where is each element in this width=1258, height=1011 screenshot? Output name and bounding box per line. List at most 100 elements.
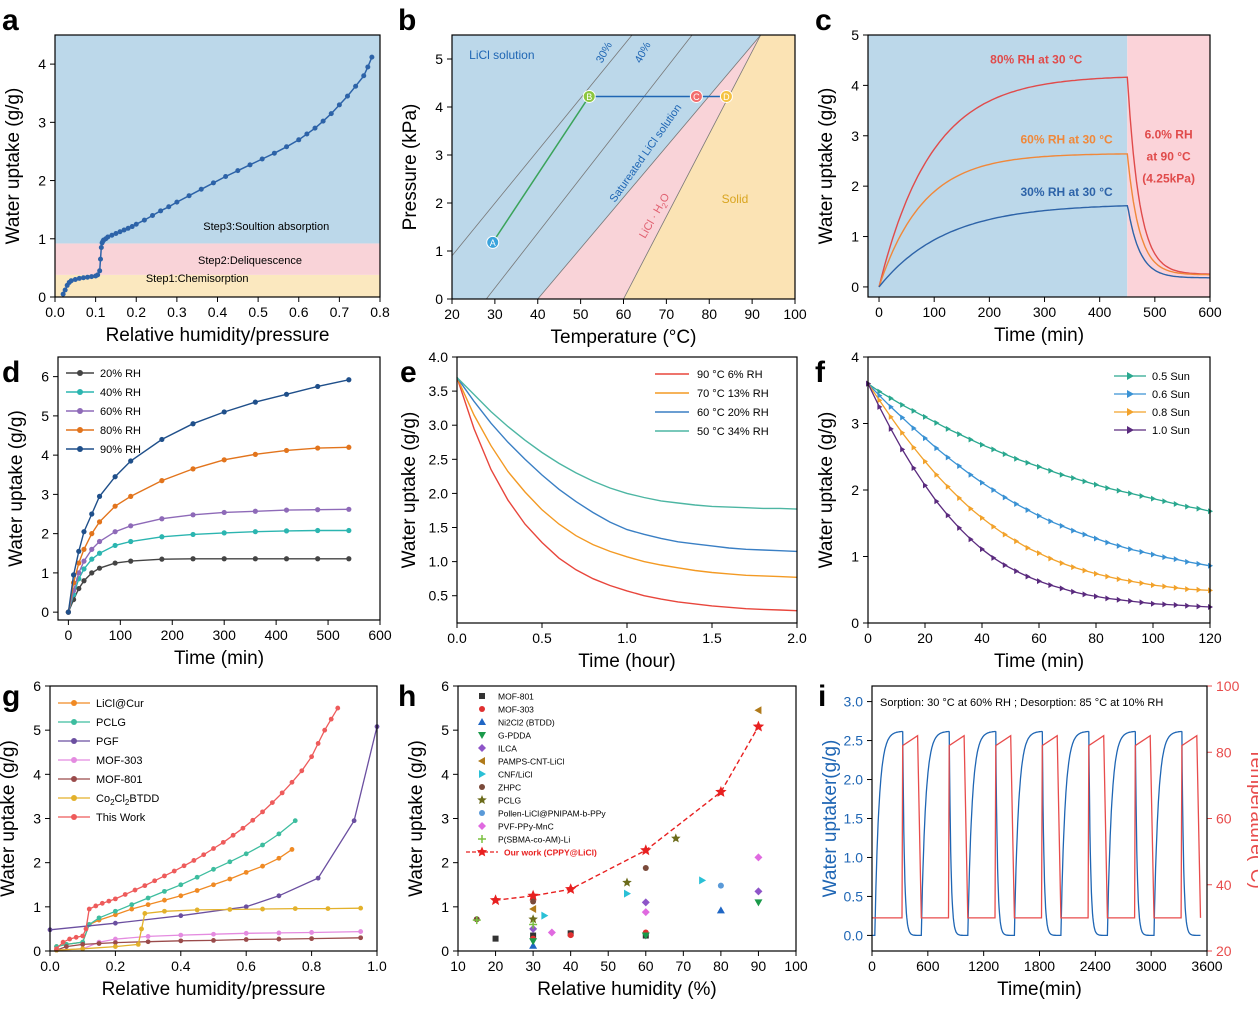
x-axis-label: Time (hour) xyxy=(578,651,675,672)
data-point xyxy=(1071,564,1077,571)
y-tick-label: 0 xyxy=(38,289,46,305)
x-tick-label: 600 xyxy=(1198,304,1222,320)
y-axis-label: Water uptake (g/g) xyxy=(399,412,420,569)
x-tick-label: 0.8 xyxy=(302,958,322,974)
data-point xyxy=(312,125,318,131)
data-point xyxy=(65,609,71,615)
data-point xyxy=(923,413,928,420)
y-tick-label: 4 xyxy=(33,766,41,782)
x-tick-label: 0.6 xyxy=(236,958,256,974)
legend-label: 0.6 Sun xyxy=(1152,389,1190,401)
y-tick-label: 5 xyxy=(441,722,449,738)
x-tick-label: 3000 xyxy=(1136,958,1167,974)
y-tick-label: 0.0 xyxy=(844,927,864,943)
y-tick-label: 1.0 xyxy=(429,554,449,570)
data-point xyxy=(113,231,119,237)
legend-label: ILCA xyxy=(498,744,517,754)
data-point xyxy=(252,556,258,562)
x-tick-label: 600 xyxy=(916,958,940,974)
data-point xyxy=(201,852,207,858)
data-point xyxy=(1014,455,1020,462)
legend-marker xyxy=(71,814,77,820)
data-point xyxy=(227,907,233,912)
x-tick-label: 10 xyxy=(450,958,466,974)
data-point xyxy=(1139,599,1145,606)
panel-g: LiCl@CurPCLGPGFMOF-303MOF-801Co2Cl2BTDDT… xyxy=(0,678,387,1000)
data-point xyxy=(934,498,940,505)
legend-label: 90% RH xyxy=(100,444,141,456)
data-point xyxy=(243,851,249,857)
data-point xyxy=(54,946,59,952)
y-tick-label: 0 xyxy=(41,604,49,620)
legend-label: LiCl@Cur xyxy=(96,698,144,710)
data-point xyxy=(93,903,99,909)
legend-marker xyxy=(77,446,83,452)
data-point xyxy=(754,887,763,896)
data-point xyxy=(260,842,265,848)
hydrate-sub: 2 xyxy=(660,201,670,210)
data-point xyxy=(1025,573,1031,580)
data-point xyxy=(83,926,89,932)
y-tick-label: 1.0 xyxy=(844,849,864,865)
legend-label: CNF/LiCl xyxy=(498,770,533,780)
y-tick-label: 5 xyxy=(33,722,41,738)
state-point xyxy=(582,89,596,103)
data-point xyxy=(283,447,290,454)
data-point xyxy=(1105,485,1111,492)
data-point xyxy=(178,893,184,899)
data-point xyxy=(716,906,725,914)
data-point xyxy=(1196,560,1202,567)
data-point xyxy=(1014,500,1020,507)
data-point xyxy=(358,935,364,941)
data-point xyxy=(283,391,290,397)
data-point xyxy=(178,932,184,938)
data-point xyxy=(85,274,90,280)
data-point xyxy=(1173,556,1179,563)
desorption-label: at 90 °C xyxy=(1147,149,1191,163)
data-point xyxy=(888,395,894,402)
x-tick-label: 400 xyxy=(1088,304,1112,320)
data-point xyxy=(923,458,928,465)
legend-marker xyxy=(71,719,77,725)
data-point xyxy=(283,556,290,562)
legend-label: 0.8 Sun xyxy=(1152,407,1190,419)
data-point xyxy=(98,256,103,262)
data-point xyxy=(113,944,118,949)
y-tick-label: 4.0 xyxy=(429,349,449,365)
data-point xyxy=(529,905,537,914)
x-axis-label: Time (min) xyxy=(994,325,1084,346)
data-point xyxy=(642,864,649,871)
data-point xyxy=(159,478,165,484)
data-point xyxy=(346,506,352,512)
data-point xyxy=(68,278,74,284)
data-point xyxy=(60,291,66,297)
y-tick-label: 2.5 xyxy=(429,451,449,467)
data-point xyxy=(991,554,997,561)
data-point xyxy=(328,111,334,117)
x-tick-label: 0.5 xyxy=(532,630,552,646)
data-point xyxy=(309,930,314,935)
x-tick-label: 300 xyxy=(213,627,237,643)
state-point xyxy=(486,235,500,249)
data-point xyxy=(346,444,352,450)
y-tick-label: 4 xyxy=(435,99,443,115)
data-point xyxy=(1048,518,1054,525)
y2-tick-label: 60 xyxy=(1216,811,1232,827)
panel-b: LiCl solution 30% 40%Satureated LiCl solut… xyxy=(398,4,807,348)
x-tick-label: 70 xyxy=(676,958,692,974)
y-tick-label: 0 xyxy=(435,291,443,307)
data-point xyxy=(89,556,95,562)
data-point xyxy=(190,556,196,562)
x-tick-label: 60 xyxy=(638,958,654,974)
y-tick-label: 2.0 xyxy=(844,772,864,788)
y-tick-label: 2 xyxy=(441,855,449,871)
data-point xyxy=(113,908,118,914)
data-point xyxy=(145,902,151,908)
data-point xyxy=(309,936,314,942)
data-point xyxy=(109,232,115,238)
data-point xyxy=(1082,591,1088,598)
data-point xyxy=(934,471,940,478)
data-point xyxy=(194,874,200,880)
data-point xyxy=(315,507,321,513)
series-line xyxy=(67,558,349,613)
